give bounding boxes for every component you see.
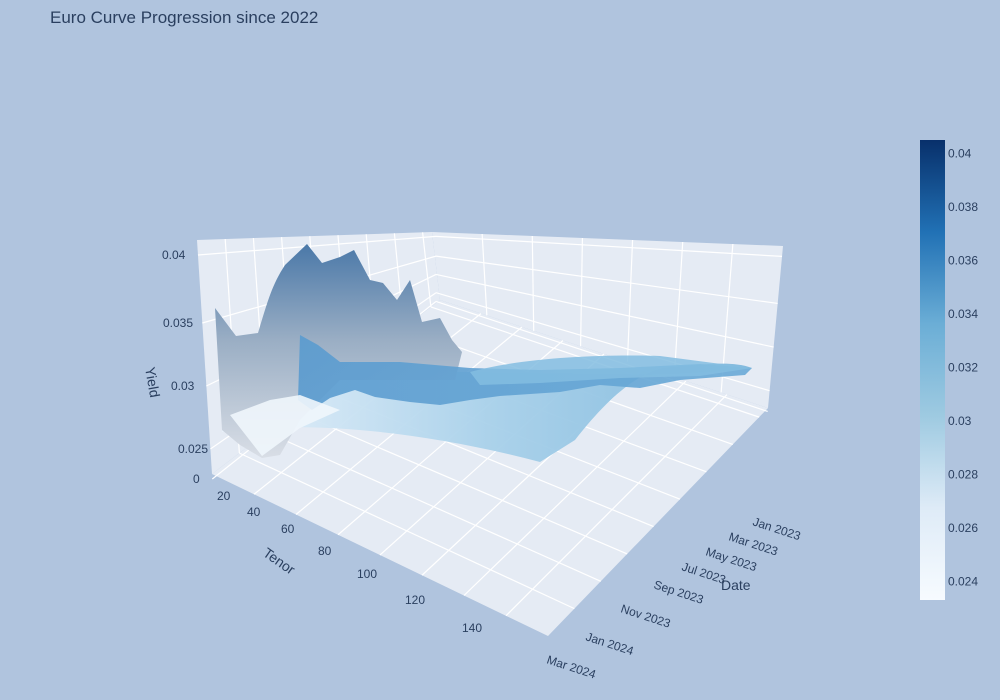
surface-mesh [215, 244, 752, 462]
surface-back-band [470, 355, 752, 385]
colorbar [920, 140, 945, 600]
colorbar-tick-label: 0.026 [948, 521, 978, 535]
x-gridline [463, 380, 687, 596]
x-axis-title: Tenor [260, 544, 298, 577]
y-gridline [293, 410, 628, 555]
z-gridline-back [435, 273, 774, 348]
z-tick-label: 0.04 [162, 248, 186, 262]
colorbar-tick-label: 0.036 [948, 253, 978, 267]
colorbar-tick-label: 0.038 [948, 200, 978, 214]
surface-valley [230, 395, 340, 456]
x-axis-ticks: 20 40 60 80 100 120 140 [217, 489, 482, 635]
colorbar-ticks: 0.024 0.026 0.028 0.03 0.032 0.034 0.036 0.038 0… [948, 146, 978, 588]
z-tick-label: 0.035 [163, 316, 193, 330]
y-tick-label: Jan 2024 [584, 630, 636, 659]
colorbar-tick-label: 0.024 [948, 574, 978, 588]
z-axis-title: Yield [142, 366, 163, 399]
colorbar-tick-label: 0.028 [948, 467, 978, 481]
z-axis-ticks: 0 0.025 0.03 0.035 0.04 [162, 248, 208, 486]
colorbar-tick-label: 0.03 [948, 414, 972, 428]
y-gridline [266, 431, 602, 582]
z-tick-label: 0 [193, 472, 200, 486]
z-tick-label: 0.025 [178, 442, 208, 456]
back-wall-gridline [579, 237, 584, 347]
y-gridline [239, 452, 575, 610]
y-tick-label: Mar 2024 [545, 653, 598, 682]
y-wall-gridline [422, 232, 432, 308]
back-wall-gridline [626, 239, 634, 362]
colorbar-tick-label: 0.04 [948, 146, 972, 160]
x-tick-label: 100 [357, 567, 377, 581]
x-tick-label: 120 [405, 593, 425, 607]
x-tick-label: 140 [462, 621, 482, 635]
y-tick-label: Sep 2023 [652, 578, 706, 607]
x-tick-label: 60 [281, 522, 295, 536]
back-wall-gridline [481, 233, 488, 316]
chart-title: Euro Curve Progression since 2022 [50, 8, 319, 27]
x-gridline [505, 394, 728, 617]
z-gridline-back [435, 255, 778, 305]
x-tick-label: 40 [247, 505, 261, 519]
back-wall-gridline [531, 235, 535, 331]
z-tick-label: 0.03 [171, 379, 195, 393]
z-gridline-back [435, 235, 783, 257]
y-axis-title: Date [721, 577, 751, 593]
y-tick-label: Nov 2023 [619, 602, 672, 631]
x-tick-label: 80 [318, 544, 332, 558]
colorbar-tick-label: 0.034 [948, 307, 978, 321]
back-wall-gridline [673, 241, 684, 378]
z-gridline-left [197, 235, 437, 256]
colorbar-tick-label: 0.032 [948, 360, 978, 374]
x-tick-label: 20 [217, 489, 231, 503]
